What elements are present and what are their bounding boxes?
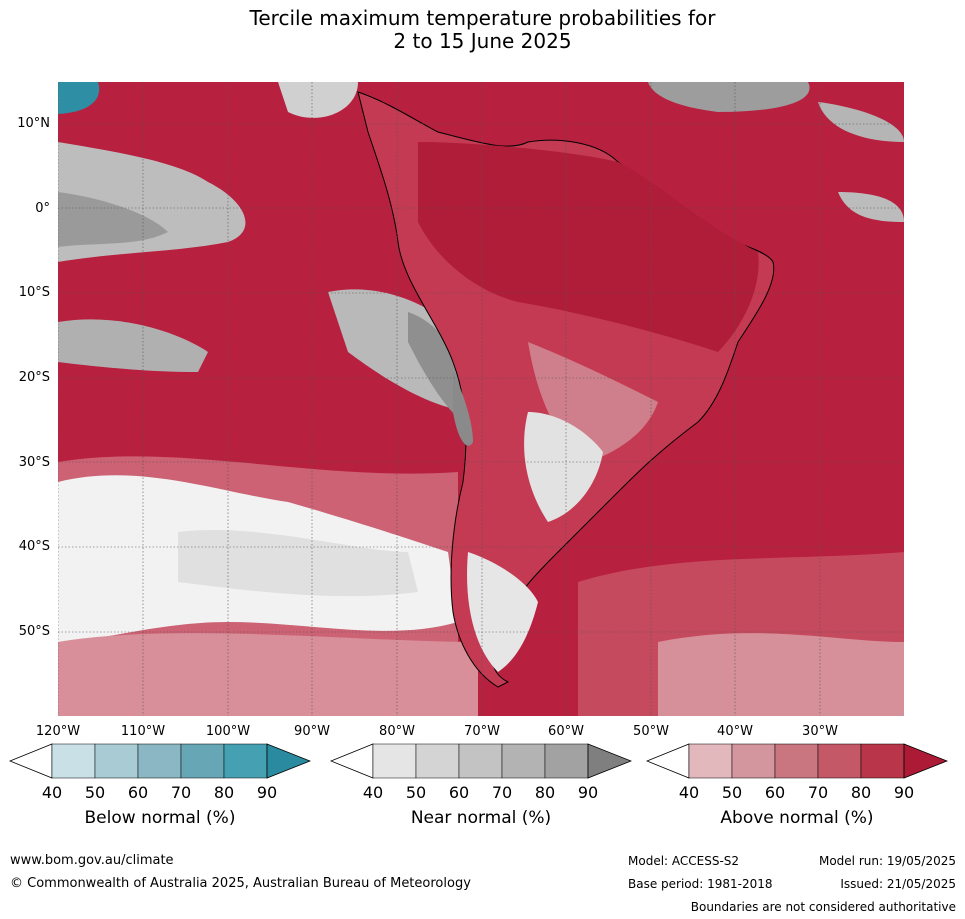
lat-label-50s: 50°S bbox=[18, 624, 50, 639]
colorbar-segment bbox=[51, 743, 96, 779]
south-pacific-bottom bbox=[58, 633, 478, 716]
footer-model-run: Model run: 19/05/2025 bbox=[818, 854, 956, 868]
footer-base-period: Base period: 1981-2018 bbox=[628, 877, 773, 891]
lat-label-30s: 30°S bbox=[18, 455, 50, 470]
lon-label-60w: 60°W bbox=[548, 724, 584, 739]
colorbar-segment bbox=[137, 743, 182, 779]
lat-label-10s: 10°S bbox=[18, 285, 50, 300]
colorbar-high-extension bbox=[587, 743, 632, 779]
east-pacific-gray bbox=[58, 319, 208, 372]
colorbar-tick-label: 70 bbox=[491, 783, 513, 802]
lon-label-120w: 120°W bbox=[35, 724, 81, 739]
colorbar-segment bbox=[731, 743, 776, 779]
colorbar-tick-label: 50 bbox=[405, 783, 427, 802]
colorbar-segment bbox=[372, 743, 417, 779]
footer-copyright: © Commonwealth of Australia 2025, Austra… bbox=[10, 876, 471, 891]
atlantic-gray bbox=[818, 102, 904, 142]
colorbar-tick-label: 40 bbox=[41, 783, 63, 802]
colorbar-low-extension bbox=[646, 743, 690, 779]
lat-label-20s: 20°S bbox=[18, 370, 50, 385]
caribbean-gray2 bbox=[278, 82, 358, 118]
colorbar-low-extension bbox=[330, 743, 374, 779]
colorbar-title-above: Above normal (%) bbox=[720, 808, 874, 828]
colorbar-title-below: Below normal (%) bbox=[84, 808, 236, 828]
south-pacific-gray bbox=[178, 529, 418, 597]
lon-label-110w: 110°W bbox=[120, 724, 166, 739]
colorbar-segment bbox=[415, 743, 460, 779]
caribbean-gray bbox=[648, 82, 810, 112]
colorbar-tick-label: 40 bbox=[362, 783, 384, 802]
colorbar-segment bbox=[688, 743, 733, 779]
probability-map bbox=[58, 82, 904, 716]
lon-label-90w: 90°W bbox=[294, 724, 330, 739]
tropical-pacific-darkgray bbox=[58, 192, 168, 247]
lon-label-80w: 80°W bbox=[379, 724, 415, 739]
colorbar-tick-label: 90 bbox=[577, 783, 599, 802]
colorbar-tick-label: 80 bbox=[213, 783, 235, 802]
colorbar-tick-label: 50 bbox=[84, 783, 106, 802]
colorbar-tick-label: 80 bbox=[850, 783, 872, 802]
patagonia-near bbox=[467, 552, 538, 672]
map-title-line1: Tercile maximum temperature probabilitie… bbox=[249, 6, 716, 30]
colorbar-segment bbox=[860, 743, 905, 779]
colorbar-segment bbox=[501, 743, 546, 779]
lon-label-30w: 30°W bbox=[802, 724, 838, 739]
footer-url: www.bom.gov.au/climate bbox=[10, 853, 174, 868]
amazon-above bbox=[418, 142, 759, 352]
colorbar-above-normal bbox=[646, 743, 948, 779]
colorbar-tick-label: 90 bbox=[256, 783, 278, 802]
south-atlantic-pink bbox=[658, 633, 904, 716]
colorbar-segment bbox=[180, 743, 225, 779]
colorbar-below-normal bbox=[9, 743, 311, 779]
lon-label-50w: 50°W bbox=[633, 724, 669, 739]
map-title-line2: 2 to 15 June 2025 bbox=[393, 29, 572, 53]
colorbar-tick-label: 80 bbox=[534, 783, 556, 802]
southern-cone-near bbox=[524, 412, 603, 522]
below-normal-patch bbox=[58, 82, 100, 114]
graticule bbox=[58, 82, 904, 716]
colorbar-tick-label: 40 bbox=[678, 783, 700, 802]
colorbar-tick-label: 70 bbox=[170, 783, 192, 802]
lon-label-40w: 40°W bbox=[717, 724, 753, 739]
lat-label-0: 0° bbox=[35, 201, 50, 216]
footer-disclaimer: Boundaries are not considered authoritat… bbox=[690, 900, 956, 914]
colorbar-high-extension bbox=[266, 743, 311, 779]
andes-dark bbox=[453, 372, 473, 446]
colorbar-tick-label: 60 bbox=[127, 783, 149, 802]
lat-label-40s: 40°S bbox=[18, 539, 50, 554]
colorbar-segment bbox=[223, 743, 268, 779]
colorbar-near-normal bbox=[330, 743, 632, 779]
colorbar-segment bbox=[774, 743, 819, 779]
colorbar-tick-label: 60 bbox=[448, 783, 470, 802]
colorbar-high-extension bbox=[903, 743, 948, 779]
colorbar-tick-label: 60 bbox=[764, 783, 786, 802]
colorbar-segment bbox=[544, 743, 589, 779]
lon-label-100w: 100°W bbox=[205, 724, 251, 739]
colorbar-segment bbox=[458, 743, 503, 779]
colorbar-title-near: Near normal (%) bbox=[410, 808, 552, 828]
colorbar-tick-label: 50 bbox=[721, 783, 743, 802]
colorbar-segment bbox=[817, 743, 862, 779]
colorbar-tick-label: 90 bbox=[893, 783, 915, 802]
colorbar-segment bbox=[94, 743, 139, 779]
footer-issued: Issued: 21/05/2025 bbox=[840, 877, 956, 891]
footer-model: Model: ACCESS-S2 bbox=[628, 854, 740, 868]
lat-label-10n: 10°N bbox=[17, 116, 50, 131]
north-atlantic-gray bbox=[838, 192, 904, 222]
colorbar-low-extension bbox=[9, 743, 53, 779]
colorbar-tick-label: 70 bbox=[807, 783, 829, 802]
lon-label-70w: 70°W bbox=[464, 724, 500, 739]
